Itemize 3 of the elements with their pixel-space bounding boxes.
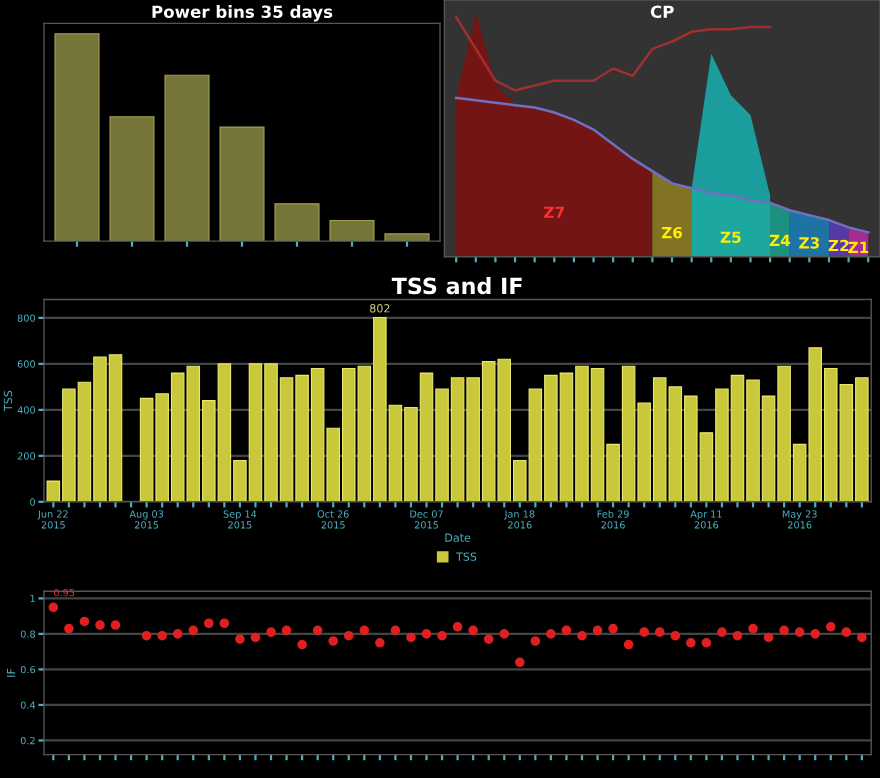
- chart-title: Power bins 35 days: [152, 5, 333, 22]
- chart-title: CP: [650, 5, 674, 19]
- chart-title: TSS and IF: [391, 277, 522, 295]
